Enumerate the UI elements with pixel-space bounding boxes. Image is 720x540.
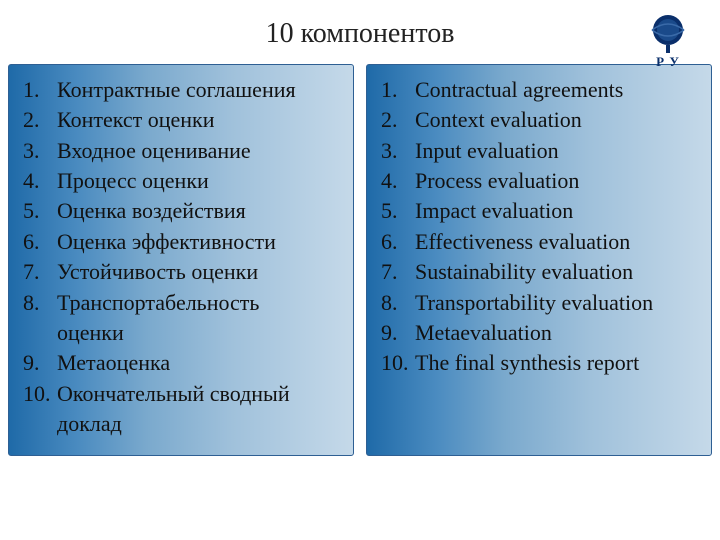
item-number: 8. bbox=[381, 288, 415, 318]
left-panel-russian: 1.Контрактные соглашения2.Контекст оценк… bbox=[8, 64, 354, 456]
list-item: 6.Effectiveness evaluation bbox=[381, 227, 699, 257]
item-number: 9. bbox=[381, 318, 415, 348]
item-number: 4. bbox=[23, 166, 57, 196]
item-text: Окончательный сводный bbox=[57, 379, 290, 409]
list-item: 8.Transportability evaluation bbox=[381, 288, 699, 318]
item-text: Impact evaluation bbox=[415, 196, 573, 226]
item-text: Процесс оценки bbox=[57, 166, 209, 196]
logo-letters: Р У bbox=[632, 54, 704, 70]
item-text: Транспортабельность bbox=[57, 288, 259, 318]
item-text: Metaevaluation bbox=[415, 318, 552, 348]
item-number: 8. bbox=[23, 288, 57, 318]
list-item: 9.Metaevaluation bbox=[381, 318, 699, 348]
list-item: оценки bbox=[23, 318, 341, 348]
item-number: 5. bbox=[381, 196, 415, 226]
item-number: 10. bbox=[23, 379, 57, 409]
item-text: Process evaluation bbox=[415, 166, 579, 196]
list-item: 6.Оценка эффективности bbox=[23, 227, 341, 257]
item-text: Оценка воздействия bbox=[57, 196, 246, 226]
list-item: 1.Контрактные соглашения bbox=[23, 75, 341, 105]
item-number: 7. bbox=[23, 257, 57, 287]
list-item: 4.Процесс оценки bbox=[23, 166, 341, 196]
item-text: Контекст оценки bbox=[57, 105, 215, 135]
item-number: 5. bbox=[23, 196, 57, 226]
content-columns: 1.Контрактные соглашения2.Контекст оценк… bbox=[0, 64, 720, 456]
university-logo: Р У bbox=[632, 12, 704, 84]
item-number: 7. bbox=[381, 257, 415, 287]
item-text: оценки bbox=[23, 318, 124, 348]
list-item: 2.Context evaluation bbox=[381, 105, 699, 135]
item-number: 1. bbox=[23, 75, 57, 105]
item-text: Sustainability evaluation bbox=[415, 257, 633, 287]
item-number: 6. bbox=[23, 227, 57, 257]
list-item: 10.Окончательный сводный bbox=[23, 379, 341, 409]
list-item: 3.Input evaluation bbox=[381, 136, 699, 166]
item-text: Входное оценивание bbox=[57, 136, 251, 166]
list-item: 8.Транспортабельность bbox=[23, 288, 341, 318]
list-item: 4.Process evaluation bbox=[381, 166, 699, 196]
item-text: Contractual agreements bbox=[415, 75, 623, 105]
list-item: 5.Impact evaluation bbox=[381, 196, 699, 226]
list-item: 10.The final synthesis report bbox=[381, 348, 699, 378]
item-text: Input evaluation bbox=[415, 136, 559, 166]
item-number: 9. bbox=[23, 348, 57, 378]
item-text: Устойчивость оценки bbox=[57, 257, 258, 287]
item-text: Context evaluation bbox=[415, 105, 582, 135]
item-number: 2. bbox=[381, 105, 415, 135]
item-number: 10. bbox=[381, 348, 415, 378]
item-number: 3. bbox=[381, 136, 415, 166]
item-text: Оценка эффективности bbox=[57, 227, 276, 257]
slide-title: 10 компонентов bbox=[0, 0, 720, 64]
item-number: 3. bbox=[23, 136, 57, 166]
item-text: доклад bbox=[23, 409, 122, 439]
item-number: 1. bbox=[381, 75, 415, 105]
list-item: 3.Входное оценивание bbox=[23, 136, 341, 166]
item-number: 4. bbox=[381, 166, 415, 196]
item-text: Контрактные соглашения bbox=[57, 75, 296, 105]
list-item: 9.Метаоценка bbox=[23, 348, 341, 378]
item-text: Effectiveness evaluation bbox=[415, 227, 630, 257]
item-text: The final synthesis report bbox=[415, 348, 639, 378]
list-item: 2.Контекст оценки bbox=[23, 105, 341, 135]
list-item: доклад bbox=[23, 409, 341, 439]
item-number: 6. bbox=[381, 227, 415, 257]
list-item: 5.Оценка воздействия bbox=[23, 196, 341, 226]
list-item: 7.Устойчивость оценки bbox=[23, 257, 341, 287]
item-text: Transportability evaluation bbox=[415, 288, 653, 318]
list-item: 7.Sustainability evaluation bbox=[381, 257, 699, 287]
item-number: 2. bbox=[23, 105, 57, 135]
right-panel-english: 1.Contractual agreements2.Context evalua… bbox=[366, 64, 712, 456]
item-text: Метаоценка bbox=[57, 348, 170, 378]
